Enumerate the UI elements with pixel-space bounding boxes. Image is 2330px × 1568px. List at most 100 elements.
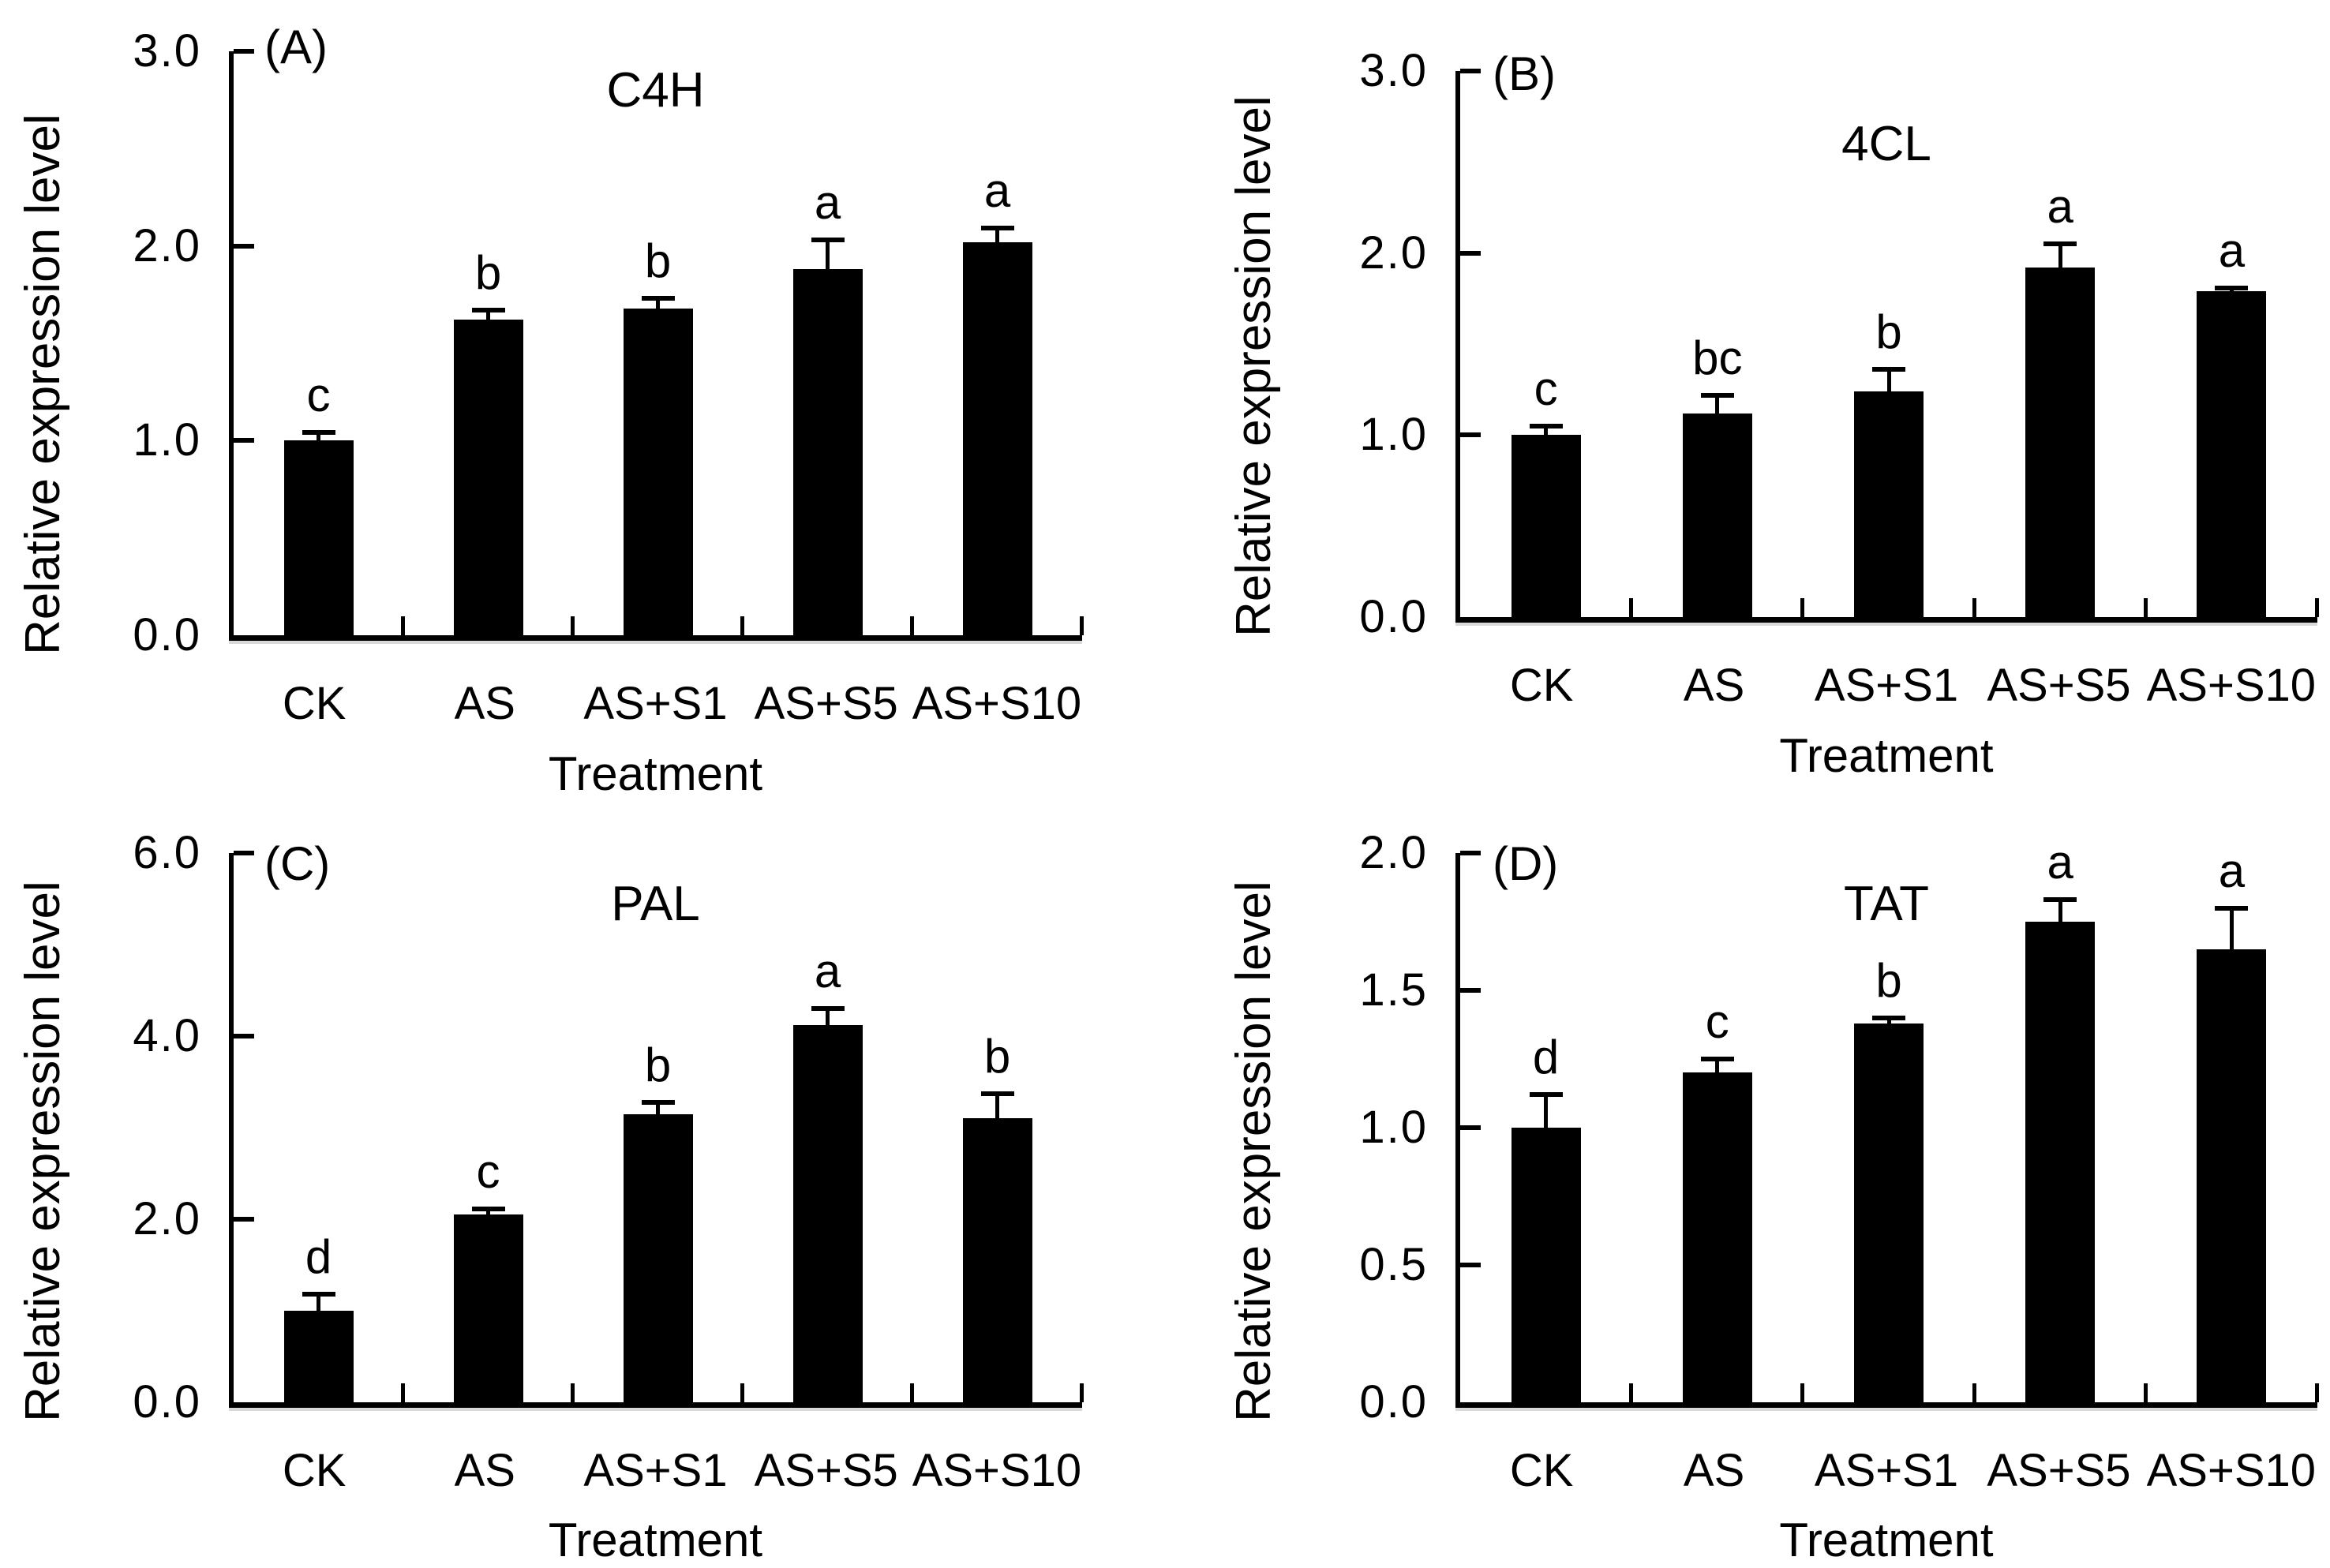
sig-letter: c xyxy=(476,1145,500,1199)
y-tick-label: 6.0 xyxy=(133,827,201,878)
sig-letter: c xyxy=(1534,361,1558,415)
x-tick-label: CK xyxy=(1509,1445,1574,1496)
sig-letter: d xyxy=(305,1230,332,1284)
error-bar-line xyxy=(1544,1095,1549,1128)
error-bar-cap xyxy=(1529,1092,1563,1098)
y-tick-label: 2.0 xyxy=(1359,226,1428,279)
y-tick-label: 2.0 xyxy=(1359,827,1428,878)
y-tick-label: 4.0 xyxy=(133,1010,201,1061)
sig-letter: a xyxy=(2047,836,2073,889)
error-bar-line xyxy=(1715,1059,1720,1073)
error-bar-cap xyxy=(1700,1057,1734,1061)
panel-c-pal: Relative expression level (C) PAL 0.0 2.0… xyxy=(0,784,1165,1568)
plot-area: c b b a a xyxy=(229,49,1084,641)
x-tick-label: AS+S10 xyxy=(2146,1445,2317,1496)
x-tick-label: AS+S5 xyxy=(754,1445,898,1496)
panel-letter: (D) xyxy=(1493,837,1559,890)
x-tick xyxy=(1972,598,1976,617)
error-bar-line xyxy=(995,228,999,242)
bar-as+s5 xyxy=(792,269,863,635)
bar-as xyxy=(1682,413,1752,617)
error-bar-line xyxy=(486,310,490,320)
plot-area: c bc b a a xyxy=(1455,69,2319,623)
sig-letter: a xyxy=(814,176,841,230)
error-bar-cap xyxy=(2215,285,2249,290)
error-bar-cap xyxy=(302,1292,335,1297)
bar-as+s10 xyxy=(2197,949,2267,1402)
x-axis-title: Treatment xyxy=(1779,1514,1994,1566)
x-tick-label: AS+S1 xyxy=(1814,1445,1959,1496)
sig-letter: b xyxy=(1875,953,1902,1007)
x-tick-label: AS xyxy=(1683,1445,1745,1496)
y-tick-label: 2.0 xyxy=(133,1193,201,1244)
panel-letter: (A) xyxy=(264,21,328,73)
x-tick-label: AS+S5 xyxy=(754,678,898,729)
y-tick xyxy=(234,1217,254,1222)
chart-title: PAL xyxy=(611,877,700,931)
chart-title: TAT xyxy=(1844,877,1929,931)
error-bar-cap xyxy=(641,296,675,301)
bar-as+s10 xyxy=(2197,291,2267,617)
error-bar-line xyxy=(1715,395,1720,414)
y-tick xyxy=(1460,250,1481,256)
x-tick-label: AS+S10 xyxy=(912,1445,1082,1496)
bar-as+s5 xyxy=(2025,922,2096,1402)
panel-a-c4h: Relative expression level (A) C4H 0.0 1.0… xyxy=(0,0,1165,800)
x-tick-label: AS+S1 xyxy=(1814,660,1959,711)
x-tick xyxy=(1080,1383,1084,1402)
bar-as xyxy=(1682,1072,1752,1402)
y-tick xyxy=(1460,69,1481,73)
sig-letter: a xyxy=(983,164,1011,218)
x-tick xyxy=(1972,1383,1976,1402)
error-bar-line xyxy=(656,1102,660,1114)
sig-letter: c xyxy=(1705,995,1729,1048)
sig-letter: a xyxy=(2218,844,2246,897)
x-tick xyxy=(401,1383,405,1402)
y-tick-labels: 0.0 0.5 1.0 1.5 2.0 xyxy=(1165,827,1428,1428)
x-tick-label: CK xyxy=(282,1445,347,1496)
bar-ck xyxy=(1511,435,1581,617)
y-tick-label: 3.0 xyxy=(133,25,201,77)
sig-letter: a xyxy=(2218,223,2246,277)
panel-b-4cl: Relative expression level (B) 4CL 0.0 1.0… xyxy=(1165,0,2330,784)
x-tick xyxy=(740,616,744,635)
y-tick xyxy=(234,1034,254,1038)
x-tick-label: AS xyxy=(454,678,515,729)
x-tick xyxy=(2315,1383,2319,1402)
x-tick-label: AS xyxy=(454,1445,515,1496)
error-bar-line xyxy=(1886,1017,1891,1024)
y-tick xyxy=(1460,851,1481,855)
y-tick xyxy=(1460,988,1481,993)
x-tick-label: CK xyxy=(282,678,347,729)
panel-letter: (B) xyxy=(1493,47,1556,100)
error-bar-cap xyxy=(471,1207,505,1212)
sig-letter: c xyxy=(306,369,331,422)
chart-title: C4H xyxy=(606,63,705,118)
x-tick-label: AS+S1 xyxy=(583,678,728,729)
error-bar-cap xyxy=(2043,241,2077,247)
y-tick-label: 0.0 xyxy=(1359,1376,1428,1428)
error-bar-cap xyxy=(2043,897,2077,903)
chart-title: 4CL xyxy=(1841,117,1931,171)
error-bar-cap xyxy=(1700,392,1734,398)
error-bar-line xyxy=(486,1209,490,1215)
sig-letter: b xyxy=(1875,305,1902,359)
error-bar-cap xyxy=(641,1099,675,1105)
bar-ck xyxy=(283,440,354,635)
sig-letter: b xyxy=(474,246,502,300)
panel-letter: (C) xyxy=(264,837,331,890)
x-tick xyxy=(1800,1383,1805,1402)
y-tick xyxy=(1460,1125,1481,1130)
bar-as+s5 xyxy=(792,1025,863,1402)
x-tick-labels: CK AS AS+S1 AS+S5 AS+S10 xyxy=(229,679,1082,729)
y-tick-label: 2.0 xyxy=(133,219,201,271)
bar-as+s1 xyxy=(1854,1023,1924,1402)
x-tick xyxy=(1080,616,1084,635)
y-tick-labels: 0.0 1.0 2.0 3.0 xyxy=(1165,45,1428,642)
x-tick-label: AS xyxy=(1683,660,1745,711)
x-tick-label: CK xyxy=(1509,660,1574,711)
x-tick xyxy=(2143,1383,2148,1402)
y-tick-label: 1.0 xyxy=(1359,409,1428,461)
bar-ck xyxy=(283,1311,354,1402)
